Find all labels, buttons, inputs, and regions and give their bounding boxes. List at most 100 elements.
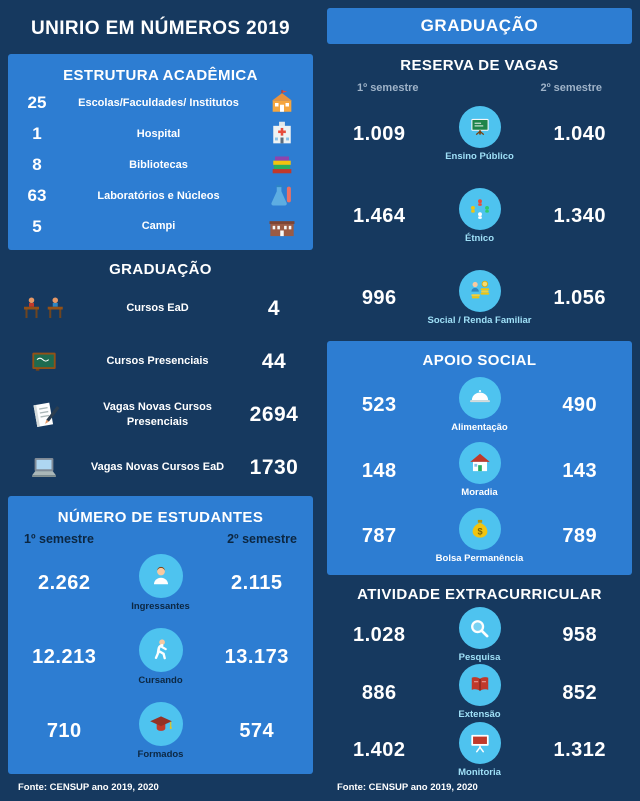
stat-row: 1.464 Étnico 1.340 (335, 187, 624, 245)
family-income-icon (458, 269, 501, 312)
money-bag-icon: $ (458, 507, 501, 550)
stat-value-sem2: 2.115 (231, 571, 283, 594)
stat-label: Hospital (136, 128, 181, 141)
semester-1-header: 1º semestre (24, 532, 94, 546)
page-title: UNIRIO EM NÚMEROS 2019 (30, 18, 291, 39)
stat-row: Vagas Novas Cursos Presenciais 2694 (14, 390, 307, 440)
stat-label: Moradia (461, 487, 498, 499)
section-title: APOIO SOCIAL (422, 352, 537, 370)
student-icon (138, 553, 183, 598)
stat-value-sem1: 886 (361, 681, 397, 704)
stat-label: Étnico (464, 232, 495, 244)
stat-label: Monitoria (458, 766, 501, 778)
stat-value-sem1: 1.464 (352, 204, 406, 227)
stat-row: 1 Hospital (16, 120, 305, 148)
semester-2-header: 2º semestre (540, 81, 602, 94)
stat-value-sem2: 789 (562, 524, 598, 547)
ethnic-group-icon (458, 187, 501, 230)
housing-icon (458, 442, 501, 485)
stat-value-sem2: 958 (562, 624, 598, 647)
stat-row: Vagas Novas Cursos EaD 1730 (14, 443, 307, 493)
stat-label: Cursos EaD (126, 302, 189, 315)
section-atividade-extracurricular: ATIVIDADE EXTRACURRICULAR 1.028 Pesquisa (327, 577, 632, 779)
stat-value-sem1: 787 (361, 524, 397, 547)
walking-student-icon (138, 627, 183, 672)
panel-estrutura-academica: ESTRUTURA ACADÊMICA 25 Escolas/Faculdade… (8, 54, 313, 250)
lab-icon (259, 182, 305, 210)
stat-value: 1730 (249, 455, 299, 479)
stat-value-sem1: 1.402 (352, 738, 406, 761)
stat-row: 148 Moradia 143 (335, 442, 624, 499)
graduation-cap-icon (138, 701, 183, 746)
panel-numero-estudantes: NÚMERO DE ESTUDANTES 1º semestre 2º seme… (8, 496, 313, 774)
classroom-desks-icon (14, 294, 74, 324)
stat-row: 996 (335, 269, 624, 327)
right-column-title: GRADUAÇÃO (327, 8, 632, 44)
chalkboard-icon (14, 348, 74, 376)
stat-label: Bolsa Permanência (435, 552, 524, 564)
section-title: NÚMERO DE ESTUDANTES (57, 509, 264, 526)
stat-label: Vagas Novas Cursos EaD (90, 461, 225, 474)
notebook-pencil-icon (14, 399, 74, 431)
stat-value-sem1: 996 (361, 286, 397, 309)
stat-label: Formados (137, 748, 184, 760)
stat-label: Campi (141, 220, 176, 233)
stat-label: Extensão (458, 709, 501, 721)
books-icon (259, 151, 305, 179)
stat-value-sem2: 13.173 (224, 645, 289, 668)
stat-label: Cursos Presenciais (106, 355, 209, 368)
stat-label: Alimentação (451, 422, 508, 434)
stat-row: 25 Escolas/Faculdades/ Institutos (16, 89, 305, 117)
stat-row: Cursos EaD 4 (14, 284, 307, 334)
laptop-icon (14, 453, 74, 483)
section-title: GRADUAÇÃO (109, 261, 212, 278)
stat-label: Cursando (138, 674, 183, 686)
public-school-icon (458, 105, 501, 148)
stat-value-sem2: 1.340 (553, 204, 607, 227)
stat-row: 8 Bibliotecas (16, 151, 305, 179)
research-magnifier-icon (458, 607, 501, 650)
semester-2-header: 2º semestre (227, 532, 297, 546)
section-title: RESERVA DE VAGAS (400, 56, 559, 74)
stat-value-sem1: 1.009 (352, 123, 406, 146)
open-book-icon (458, 664, 501, 707)
source-footer: Fonte: CENSUP ano 2019, 2020 (18, 781, 159, 793)
stat-row: 1.402 Monitoria (335, 721, 624, 779)
stat-label: Pesquisa (458, 652, 501, 664)
stat-row: 523 Alimentação 490 (335, 377, 624, 434)
left-column: UNIRIO EM NÚMEROS 2019 ESTRUTURA ACADÊMI… (8, 18, 313, 793)
stat-row: 787 $ Bolsa Permanência 789 (335, 507, 624, 565)
semester-1-header: 1º semestre (357, 81, 419, 94)
section-title: ESTRUTURA ACADÊMICA (63, 67, 258, 84)
stat-value-sem2: 1.040 (553, 123, 607, 146)
stat-row: 710 Formados 574 (16, 701, 305, 761)
stat-row: 1.009 Ensino Público (335, 105, 624, 163)
stat-value: 25 (27, 93, 47, 113)
stat-value: 8 (32, 154, 42, 174)
section-graduacao-left: GRADUAÇÃO Cursos EaD 4 (8, 250, 313, 496)
stat-label: Social / Renda Familiar (427, 314, 532, 326)
stat-value: 44 (261, 349, 287, 373)
section-reserva-de-vagas: RESERVA DE VAGAS 1º semestre 2º semestre… (327, 48, 632, 339)
presentation-board-icon (458, 721, 501, 764)
stat-value-sem2: 143 (562, 459, 598, 482)
stat-value-sem1: 148 (361, 459, 397, 482)
stat-value-sem1: 710 (46, 719, 82, 742)
svg-text:$: $ (477, 526, 482, 536)
stat-row: 886 Extensão 852 (335, 664, 624, 721)
stat-value: 2694 (249, 402, 299, 426)
stat-row: 2.262 Ingressantes 2.115 (16, 553, 305, 613)
stat-label: Bibliotecas (129, 158, 188, 171)
panel-apoio-social: APOIO SOCIAL 523 Alimentação (327, 341, 632, 576)
stat-label: Ensino Público (445, 150, 514, 162)
stat-value-sem2: 574 (239, 719, 275, 742)
stat-label: Vagas Novas Cursos Presenciais (103, 400, 212, 428)
campus-icon (259, 213, 305, 241)
stat-value: 5 (32, 216, 42, 236)
stat-label: Laboratórios e Núcleos (97, 189, 220, 202)
hospital-icon (259, 120, 305, 148)
stat-value: 4 (267, 296, 281, 320)
stat-row: Cursos Presenciais 44 (14, 337, 307, 387)
stat-value: 63 (27, 185, 47, 205)
